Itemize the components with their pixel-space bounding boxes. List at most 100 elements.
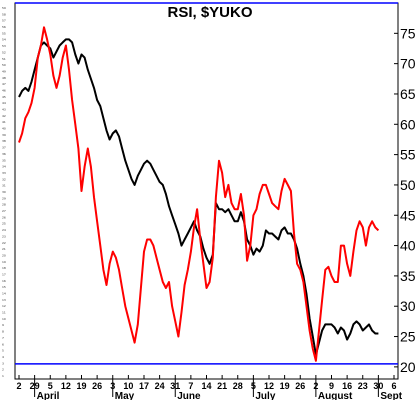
x-tick-label: 12 <box>264 381 274 391</box>
left-scale-label: 31 <box>2 184 6 188</box>
left-scale-label: 44 <box>2 101 6 105</box>
x-tick-label: 5 <box>48 381 53 391</box>
left-scale-label: 43 <box>2 108 6 112</box>
left-scale-label: 1 <box>2 374 4 378</box>
x-tick-label: 24 <box>155 381 165 391</box>
x-tick-label: 7 <box>188 381 193 391</box>
x-tick-label: 26 <box>295 381 305 391</box>
x-tick-label: 6 <box>391 381 396 391</box>
left-scale-label: 32 <box>2 177 6 181</box>
left-scale-label: 21 <box>2 247 6 251</box>
x-tick-label: 19 <box>280 381 290 391</box>
month-label: June <box>177 391 201 400</box>
left-scale-label: 55 <box>2 31 6 35</box>
left-scale-label: 52 <box>2 50 6 54</box>
x-tick-label: 16 <box>342 381 352 391</box>
x-tick-label: 21 <box>217 381 227 391</box>
left-scale-label: 38 <box>2 139 6 143</box>
left-scale-label: 5 <box>2 349 4 353</box>
y-tick-label: 50 <box>400 177 416 193</box>
x-tick-label: 2 <box>16 381 21 391</box>
left-scale-label: 59 <box>2 6 6 10</box>
left-scale-label: 23 <box>2 234 6 238</box>
left-scale-label: 8 <box>2 330 4 334</box>
left-scale: 5958575655545352515049484746454443424140… <box>2 6 6 378</box>
y-tick-label: 55 <box>400 147 416 163</box>
left-scale-label: 39 <box>2 133 6 137</box>
month-label: July <box>255 391 275 400</box>
left-scale-label: 58 <box>2 12 6 16</box>
month-labels: April May June July August Sept <box>34 379 403 400</box>
x-tick-label: 26 <box>92 381 102 391</box>
left-scale-label: 18 <box>2 266 6 270</box>
left-scale-label: 46 <box>2 88 6 92</box>
left-scale-label: 57 <box>2 19 6 23</box>
y-tick-label: 75 <box>400 25 416 41</box>
y-tick-label: 45 <box>400 207 416 223</box>
y-tick-label: 40 <box>400 238 416 254</box>
left-scale-label: 33 <box>2 171 6 175</box>
left-scale-label: 16 <box>2 279 6 283</box>
left-scale-label: 45 <box>2 95 6 99</box>
y-tick-label: 25 <box>400 329 416 345</box>
left-scale-label: 2 <box>2 368 4 372</box>
y-tick-label: 60 <box>400 116 416 132</box>
month-label: Sept <box>380 391 402 400</box>
left-scale-label: 35 <box>2 158 6 162</box>
left-scale-label: 13 <box>2 298 6 302</box>
chart-title: RSI, $YUKO <box>167 4 252 21</box>
x-tick-label: 14 <box>201 381 211 391</box>
left-scale-label: 40 <box>2 127 6 131</box>
left-scale-label: 41 <box>2 120 6 124</box>
left-scale-label: 56 <box>2 25 6 29</box>
left-scale-label: 42 <box>2 114 6 118</box>
left-scale-label: 6 <box>2 342 4 346</box>
left-scale-label: 34 <box>2 165 6 169</box>
left-scale-label: 24 <box>2 228 6 232</box>
y-tick-label: 30 <box>400 298 416 314</box>
left-scale-label: 11 <box>2 311 6 315</box>
left-scale-label: 10 <box>2 317 6 321</box>
left-scale-label: 27 <box>2 209 6 213</box>
x-tick-label: 9 <box>329 381 334 391</box>
x-tick-label: 17 <box>139 381 149 391</box>
left-scale-label: 17 <box>2 272 6 276</box>
left-scale-label: 4 <box>2 355 4 359</box>
left-scale-label: 51 <box>2 57 6 61</box>
y-tick-label: 65 <box>400 86 416 102</box>
x-tick-label: 19 <box>76 381 86 391</box>
month-label: April <box>37 391 60 400</box>
left-scale-label: 12 <box>2 304 6 308</box>
left-scale-label: 36 <box>2 152 6 156</box>
left-scale-label: 49 <box>2 69 6 73</box>
x-tick-label: 12 <box>61 381 71 391</box>
left-scale-label: 47 <box>2 82 6 86</box>
left-scale-label: 9 <box>2 323 4 327</box>
reference-lines <box>15 2 398 365</box>
y-tick-label: 20 <box>400 359 416 375</box>
left-scale-label: 37 <box>2 146 6 150</box>
left-scale-label: 54 <box>2 38 6 42</box>
left-scale-label: 50 <box>2 63 6 67</box>
left-scale-label: 7 <box>2 336 4 340</box>
left-scale-label: 20 <box>2 253 6 257</box>
left-scale-label: 53 <box>2 44 6 48</box>
left-scale-label: 26 <box>2 215 6 219</box>
left-scale-label: 22 <box>2 241 6 245</box>
y-tick-label: 70 <box>400 56 416 72</box>
y-axis-ticks: 20 25 30 35 40 45 50 55 60 65 70 75 <box>394 25 416 375</box>
left-scale-label: 25 <box>2 222 6 226</box>
x-tick-label: 28 <box>233 381 243 391</box>
left-scale-label: 30 <box>2 190 6 194</box>
series-line-red <box>18 26 380 362</box>
month-label: May <box>115 391 135 400</box>
series-layer <box>18 26 380 362</box>
left-scale-label: 14 <box>2 292 6 296</box>
left-scale-label: 19 <box>2 260 6 264</box>
left-scale-label: 3 <box>2 361 4 365</box>
x-tick-label: 10 <box>123 381 133 391</box>
left-scale-label: 15 <box>2 285 6 289</box>
x-tick-label: 23 <box>358 381 368 391</box>
month-label: August <box>318 391 353 400</box>
